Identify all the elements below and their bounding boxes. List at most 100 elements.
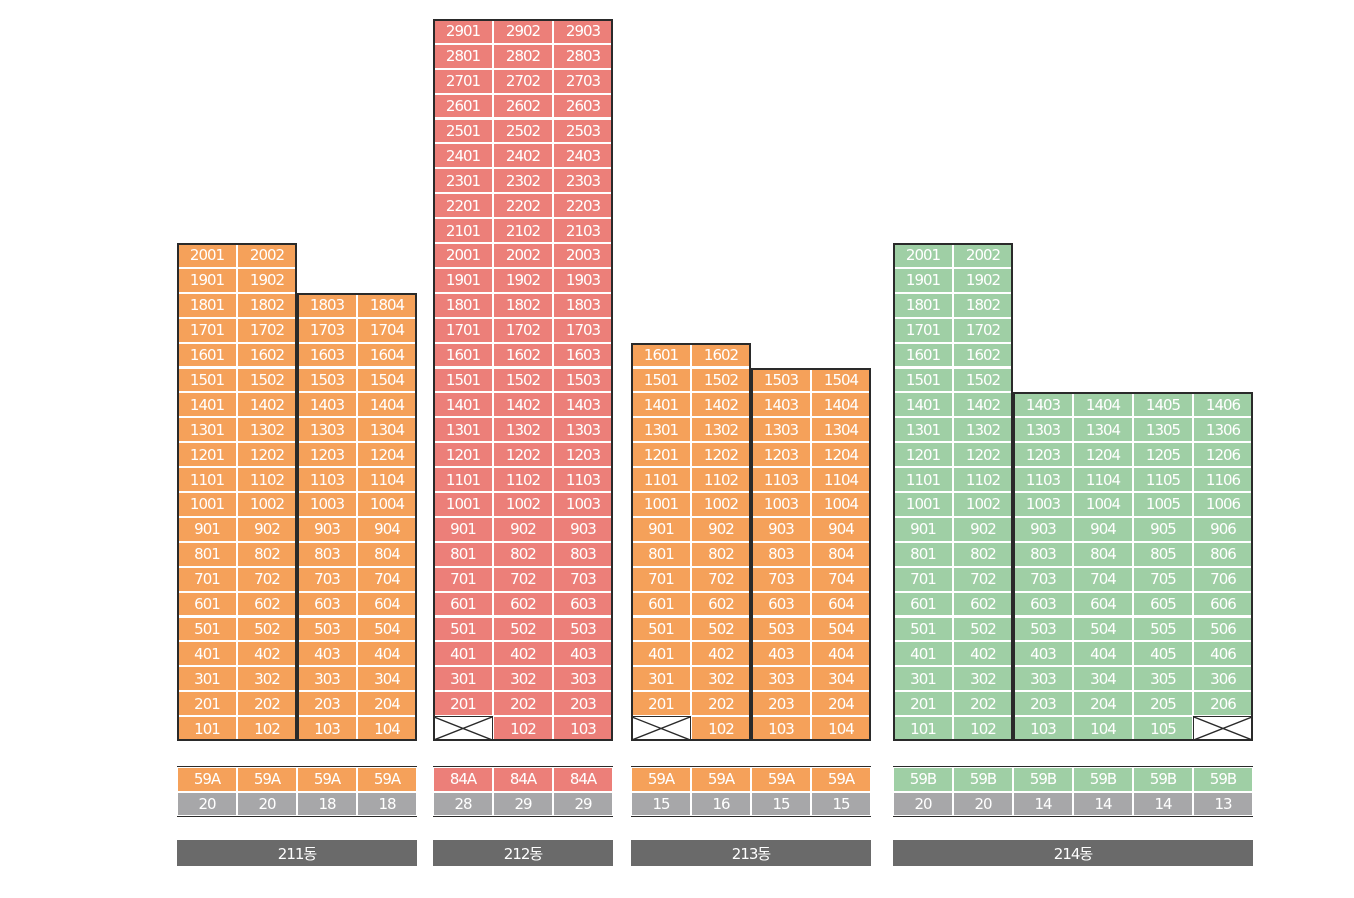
unit-cell[interactable]: 2301	[433, 168, 493, 194]
unit-cell[interactable]: 804	[1073, 541, 1133, 567]
unit-cell[interactable]: 105	[1133, 716, 1193, 741]
unit-cell[interactable]: 203	[553, 691, 613, 717]
unit-cell[interactable]: 104	[357, 716, 417, 741]
unit-cell[interactable]: 602	[493, 591, 553, 617]
unit-cell[interactable]: 102	[953, 716, 1013, 741]
unit-cell[interactable]: 2002	[237, 243, 297, 268]
unit-cell[interactable]: 101	[893, 716, 953, 741]
unit-cell[interactable]: 501	[177, 616, 237, 642]
unit-cell[interactable]: 1801	[177, 292, 237, 318]
unit-cell[interactable]: 1202	[493, 442, 553, 468]
unit-cell[interactable]: 1504	[357, 367, 417, 393]
unit-cell[interactable]: 202	[691, 691, 751, 717]
unit-cell[interactable]: 1105	[1133, 467, 1193, 492]
unit-cell[interactable]: 1801	[433, 292, 493, 318]
unit-cell[interactable]: 701	[893, 566, 953, 592]
unit-cell[interactable]: 905	[1133, 516, 1193, 542]
unit-cell[interactable]: 1501	[631, 367, 691, 393]
unit-cell[interactable]: 1401	[177, 392, 237, 418]
unit-cell[interactable]: 202	[237, 691, 297, 717]
unit-cell[interactable]: 502	[493, 616, 553, 642]
unit-cell[interactable]: 1502	[691, 367, 751, 393]
unit-cell[interactable]: 602	[237, 591, 297, 617]
unit-cell[interactable]: 2702	[493, 68, 553, 94]
unit-cell[interactable]: 104	[811, 716, 871, 741]
unit-cell[interactable]: 2203	[553, 193, 613, 219]
unit-cell[interactable]: 1301	[177, 417, 237, 443]
unit-cell[interactable]: 2602	[493, 93, 553, 119]
unit-cell[interactable]: 1305	[1133, 417, 1193, 443]
unit-cell[interactable]: 102	[691, 716, 751, 741]
unit-cell[interactable]: 803	[1013, 541, 1073, 567]
unit-cell[interactable]: 306	[1193, 666, 1253, 692]
unit-cell[interactable]: 1602	[953, 342, 1013, 368]
unit-cell[interactable]: 403	[553, 641, 613, 667]
unit-cell[interactable]: 1402	[493, 392, 553, 418]
unit-cell[interactable]: 1402	[953, 392, 1013, 418]
unit-cell[interactable]: 1803	[297, 292, 357, 318]
unit-cell[interactable]: 403	[297, 641, 357, 667]
unit-cell[interactable]: 602	[691, 591, 751, 617]
unit-cell[interactable]: 803	[297, 541, 357, 567]
unit-cell[interactable]: 1303	[751, 417, 811, 443]
unit-cell[interactable]: 303	[1013, 666, 1073, 692]
unit-cell[interactable]: 2001	[893, 243, 953, 268]
unit-cell[interactable]: 1001	[631, 492, 691, 517]
unit-cell[interactable]: 1406	[1193, 392, 1253, 418]
unit-cell[interactable]: 901	[433, 516, 493, 542]
unit-cell[interactable]: 2502	[493, 118, 553, 144]
unit-cell[interactable]: 504	[357, 616, 417, 642]
unit-cell[interactable]: 2001	[177, 243, 237, 268]
unit-cell[interactable]: 701	[433, 566, 493, 592]
unit-cell[interactable]: 1702	[953, 317, 1013, 343]
unit-cell[interactable]: 2303	[553, 168, 613, 194]
unit-cell[interactable]: 603	[1013, 591, 1073, 617]
unit-cell[interactable]: 802	[493, 541, 553, 567]
unit-cell[interactable]: 501	[631, 616, 691, 642]
empty-unit[interactable]	[631, 716, 691, 741]
unit-cell[interactable]: 1005	[1133, 492, 1193, 517]
unit-cell[interactable]: 301	[433, 666, 493, 692]
unit-cell[interactable]: 601	[631, 591, 691, 617]
unit-cell[interactable]: 801	[631, 541, 691, 567]
unit-cell[interactable]: 401	[893, 641, 953, 667]
unit-cell[interactable]: 1301	[893, 417, 953, 443]
unit-cell[interactable]: 1601	[177, 342, 237, 368]
unit-cell[interactable]: 1104	[1073, 467, 1133, 492]
unit-cell[interactable]: 802	[953, 541, 1013, 567]
unit-cell[interactable]: 1002	[237, 492, 297, 517]
unit-cell[interactable]: 402	[237, 641, 297, 667]
unit-cell[interactable]: 1405	[1133, 392, 1193, 418]
unit-cell[interactable]: 503	[751, 616, 811, 642]
unit-cell[interactable]: 303	[297, 666, 357, 692]
unit-cell[interactable]: 2801	[433, 43, 493, 69]
unit-cell[interactable]: 503	[297, 616, 357, 642]
unit-cell[interactable]: 305	[1133, 666, 1193, 692]
unit-cell[interactable]: 1503	[553, 367, 613, 393]
unit-cell[interactable]: 404	[1073, 641, 1133, 667]
unit-cell[interactable]: 1203	[1013, 442, 1073, 468]
unit-cell[interactable]: 303	[553, 666, 613, 692]
unit-cell[interactable]: 904	[811, 516, 871, 542]
unit-cell[interactable]: 101	[177, 716, 237, 741]
unit-cell[interactable]: 2401	[433, 143, 493, 169]
unit-cell[interactable]: 302	[691, 666, 751, 692]
unit-cell[interactable]: 2001	[433, 243, 493, 268]
unit-cell[interactable]: 2302	[493, 168, 553, 194]
unit-cell[interactable]: 1802	[237, 292, 297, 318]
unit-cell[interactable]: 601	[433, 591, 493, 617]
unit-cell[interactable]: 1101	[893, 467, 953, 492]
unit-cell[interactable]: 802	[691, 541, 751, 567]
unit-cell[interactable]: 1101	[631, 467, 691, 492]
unit-cell[interactable]: 1702	[493, 317, 553, 343]
unit-cell[interactable]: 704	[357, 566, 417, 592]
unit-cell[interactable]: 1803	[553, 292, 613, 318]
unit-cell[interactable]: 1703	[553, 317, 613, 343]
unit-cell[interactable]: 1403	[1013, 392, 1073, 418]
unit-cell[interactable]: 1902	[493, 267, 553, 293]
unit-cell[interactable]: 1003	[297, 492, 357, 517]
unit-cell[interactable]: 1202	[691, 442, 751, 468]
unit-cell[interactable]: 1106	[1193, 467, 1253, 492]
unit-cell[interactable]: 1901	[893, 267, 953, 293]
unit-cell[interactable]: 2603	[553, 93, 613, 119]
